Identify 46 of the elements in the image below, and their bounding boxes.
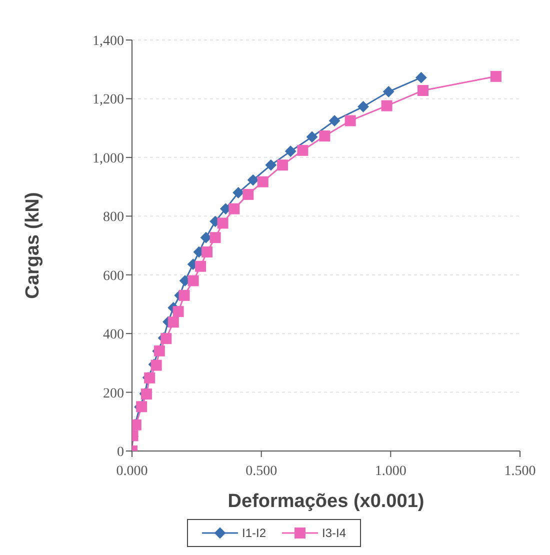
point — [265, 160, 276, 171]
y-tick-label: 1,400 — [92, 34, 124, 49]
point — [178, 290, 190, 301]
y-tick-label: 200 — [103, 386, 124, 402]
y-tick-label: 1,200 — [92, 92, 124, 108]
y-tick-label: 800 — [103, 210, 124, 226]
y-tick-label: 400 — [103, 328, 124, 343]
y-tick-label: 1,000 — [92, 151, 124, 166]
point — [172, 306, 184, 318]
point — [490, 70, 502, 82]
point — [418, 84, 428, 96]
point — [358, 101, 369, 112]
point — [277, 160, 288, 171]
point — [248, 174, 259, 186]
x-tick-label: 0.000 — [116, 464, 148, 479]
y-axis-title: Cargas (kN) — [22, 192, 44, 299]
x-tick-label: 0.500 — [246, 464, 278, 479]
point — [297, 144, 308, 156]
point — [195, 260, 206, 272]
point — [188, 275, 199, 286]
point — [202, 246, 213, 258]
x-tick-label: 1.500 — [504, 464, 536, 479]
point — [150, 360, 162, 371]
point — [306, 131, 318, 142]
point — [416, 72, 427, 84]
x-tick-label: 1.000 — [374, 464, 406, 479]
legend-label: I1-I2 — [240, 526, 266, 540]
point — [210, 232, 221, 244]
point — [285, 146, 296, 157]
point — [217, 218, 228, 229]
point — [168, 316, 179, 328]
point — [228, 203, 240, 214]
point — [319, 130, 330, 142]
point — [257, 176, 268, 188]
y-tick-label: 0 — [117, 444, 124, 460]
point — [200, 232, 212, 244]
point — [329, 115, 340, 126]
point — [381, 100, 392, 112]
x-axis-title: Deformações (x0.001) — [228, 491, 424, 512]
point — [344, 115, 356, 126]
point — [383, 86, 394, 98]
point — [232, 187, 244, 198]
legend-label: I3-I4 — [321, 526, 346, 540]
y-tick-label: 600 — [103, 268, 124, 284]
point — [242, 188, 254, 200]
point — [160, 333, 172, 344]
